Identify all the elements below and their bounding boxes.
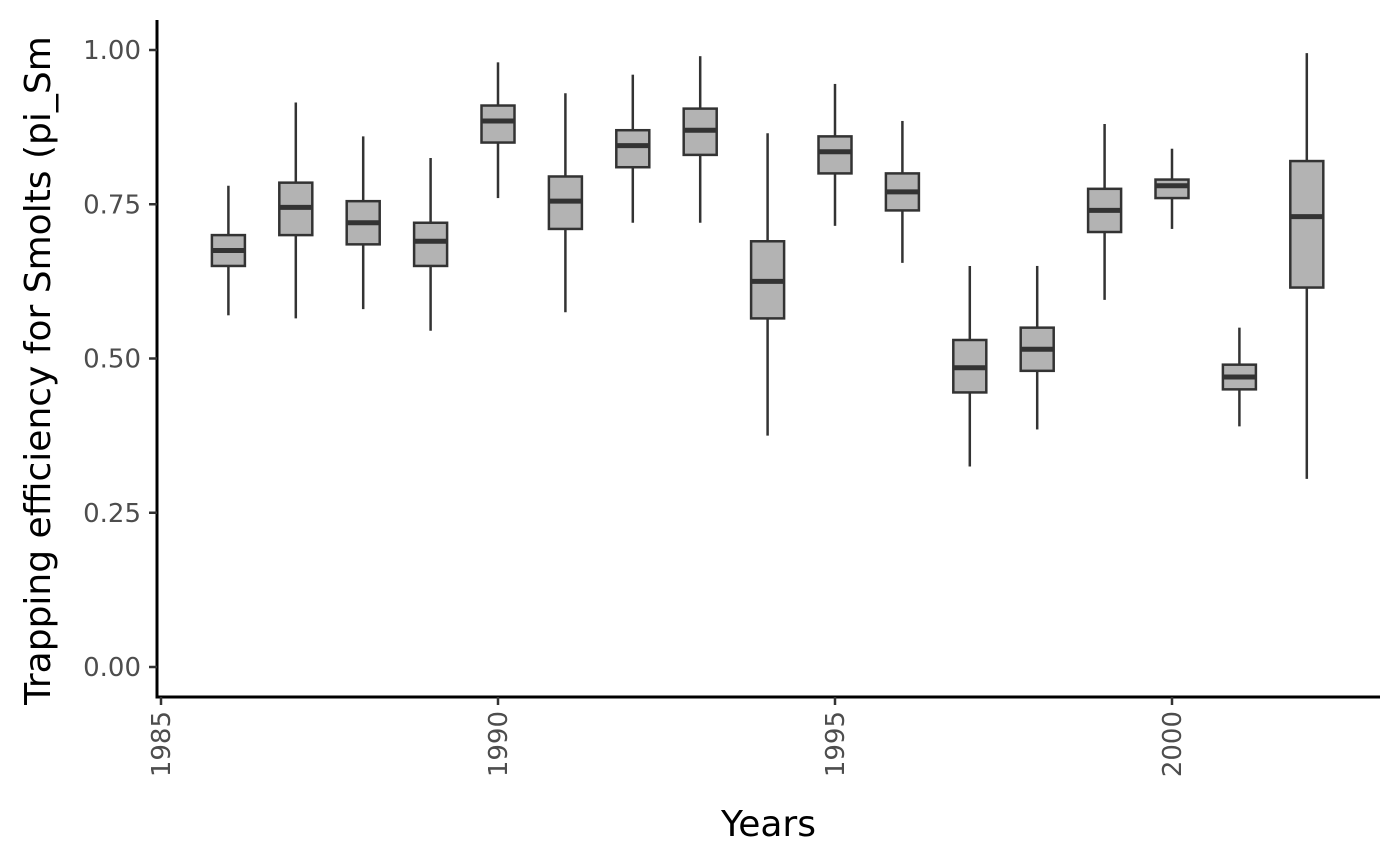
box-1988 [345,136,381,310]
box-1997 [952,265,988,467]
box-1995 [817,83,853,226]
x-axis-title: Years [720,804,816,845]
box-1989 [412,157,449,331]
boxes-layer [210,53,1325,479]
iqr-box [480,104,516,144]
box-1991 [547,93,584,313]
iqr-box [615,128,651,169]
x-axis-ticks: 1985 1990 1995 2000 [147,697,1188,777]
y-tick-label: 0.25 [83,499,141,529]
x-tick-label: 1990 [484,711,514,777]
box-2002 [1289,53,1325,479]
box-1990 [480,62,516,199]
y-tick-label: 0.75 [83,190,141,220]
y-axis-title: Trapping efficiency for Smolts (pi_Sm [18,36,59,706]
box-1999 [1086,124,1123,300]
iqr-box [817,135,853,175]
box-1996 [884,120,921,263]
x-tick-label: 1985 [147,711,177,777]
box-2001 [1221,327,1258,427]
iqr-box [412,221,449,268]
box-2000 [1154,148,1190,229]
box-1994 [749,133,786,436]
box-1993 [682,56,718,223]
x-tick-label: 1995 [821,711,851,777]
y-tick-label: 0.50 [83,345,141,375]
box-1987 [278,102,314,319]
y-tick-label: 0.00 [83,653,141,683]
iqr-box [1289,159,1325,289]
box-1986 [210,185,247,316]
iqr-box [1154,178,1190,200]
y-tick-label: 1.00 [83,36,141,66]
x-tick-label: 2000 [1158,711,1188,777]
box-1992 [615,74,651,223]
box-1998 [1019,265,1055,430]
y-axis-ticks: 0.00 0.25 0.50 0.75 1.00 [83,36,157,683]
